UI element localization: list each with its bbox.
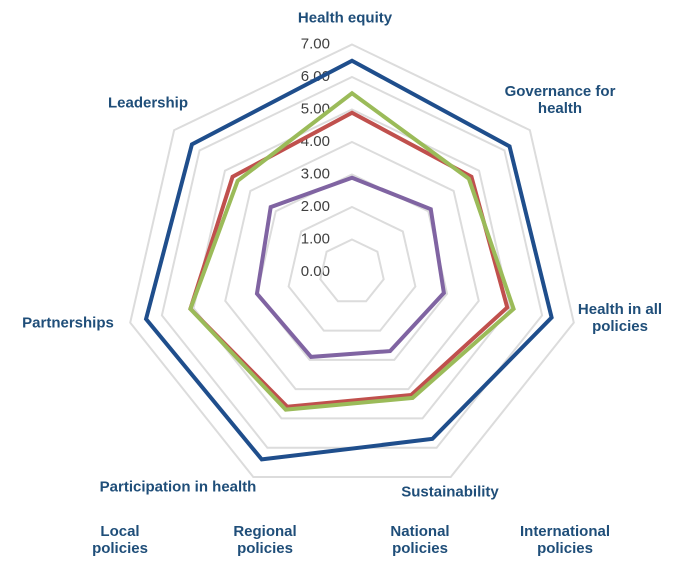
axis-label: Partnerships — [22, 314, 114, 332]
axis-label: Participation in health — [99, 478, 257, 496]
grid-ring — [129, 43, 575, 478]
legend-entry: International policies — [519, 523, 610, 557]
tick-label: 1.00 — [301, 230, 330, 247]
tick-label: 6.00 — [301, 68, 330, 85]
grid-ring — [319, 238, 385, 303]
series-line — [254, 175, 447, 359]
tick-label: 2.00 — [301, 198, 330, 215]
axis-label: Governance for health — [504, 83, 616, 117]
axis-label: Sustainability — [401, 483, 499, 501]
legend-entry: National policies — [390, 523, 450, 557]
axis-label: Health equity — [297, 9, 393, 27]
axis-label: Health in all policies — [577, 301, 663, 335]
tick-label: 4.00 — [301, 133, 330, 150]
grid-ring — [287, 205, 417, 332]
tick-label: 0.00 — [301, 263, 330, 280]
series-line — [188, 90, 516, 412]
grid-ring — [192, 108, 512, 420]
legend-entry: Regional policies — [233, 523, 297, 557]
series-line — [143, 58, 554, 462]
tick-label: 7.00 — [301, 35, 330, 52]
grid-ring — [224, 140, 480, 391]
axis-label: Leadership — [107, 94, 189, 112]
tick-label: 3.00 — [301, 165, 330, 182]
legend-entry: Local policies — [92, 523, 148, 557]
